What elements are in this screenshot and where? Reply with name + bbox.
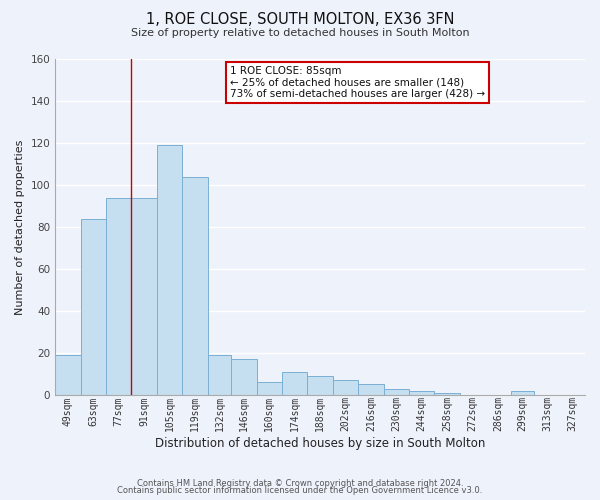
Text: 1 ROE CLOSE: 85sqm
← 25% of detached houses are smaller (148)
73% of semi-detach: 1 ROE CLOSE: 85sqm ← 25% of detached hou… bbox=[230, 66, 485, 99]
Bar bbox=[157, 145, 182, 395]
Text: Size of property relative to detached houses in South Molton: Size of property relative to detached ho… bbox=[131, 28, 469, 38]
X-axis label: Distribution of detached houses by size in South Molton: Distribution of detached houses by size … bbox=[155, 437, 485, 450]
Bar bbox=[231, 359, 257, 395]
Bar bbox=[434, 392, 460, 395]
Bar bbox=[409, 390, 434, 395]
Text: Contains HM Land Registry data © Crown copyright and database right 2024.: Contains HM Land Registry data © Crown c… bbox=[137, 478, 463, 488]
Bar bbox=[383, 388, 409, 395]
Bar bbox=[106, 198, 131, 395]
Bar bbox=[208, 355, 231, 395]
Bar bbox=[55, 355, 80, 395]
Bar bbox=[80, 218, 106, 395]
Bar bbox=[282, 372, 307, 395]
Bar bbox=[307, 376, 333, 395]
Y-axis label: Number of detached properties: Number of detached properties bbox=[15, 139, 25, 314]
Text: 1, ROE CLOSE, SOUTH MOLTON, EX36 3FN: 1, ROE CLOSE, SOUTH MOLTON, EX36 3FN bbox=[146, 12, 454, 28]
Bar bbox=[131, 198, 157, 395]
Bar bbox=[257, 382, 282, 395]
Bar bbox=[182, 176, 208, 395]
Bar bbox=[333, 380, 358, 395]
Text: Contains public sector information licensed under the Open Government Licence v3: Contains public sector information licen… bbox=[118, 486, 482, 495]
Bar bbox=[511, 390, 534, 395]
Bar bbox=[358, 384, 383, 395]
